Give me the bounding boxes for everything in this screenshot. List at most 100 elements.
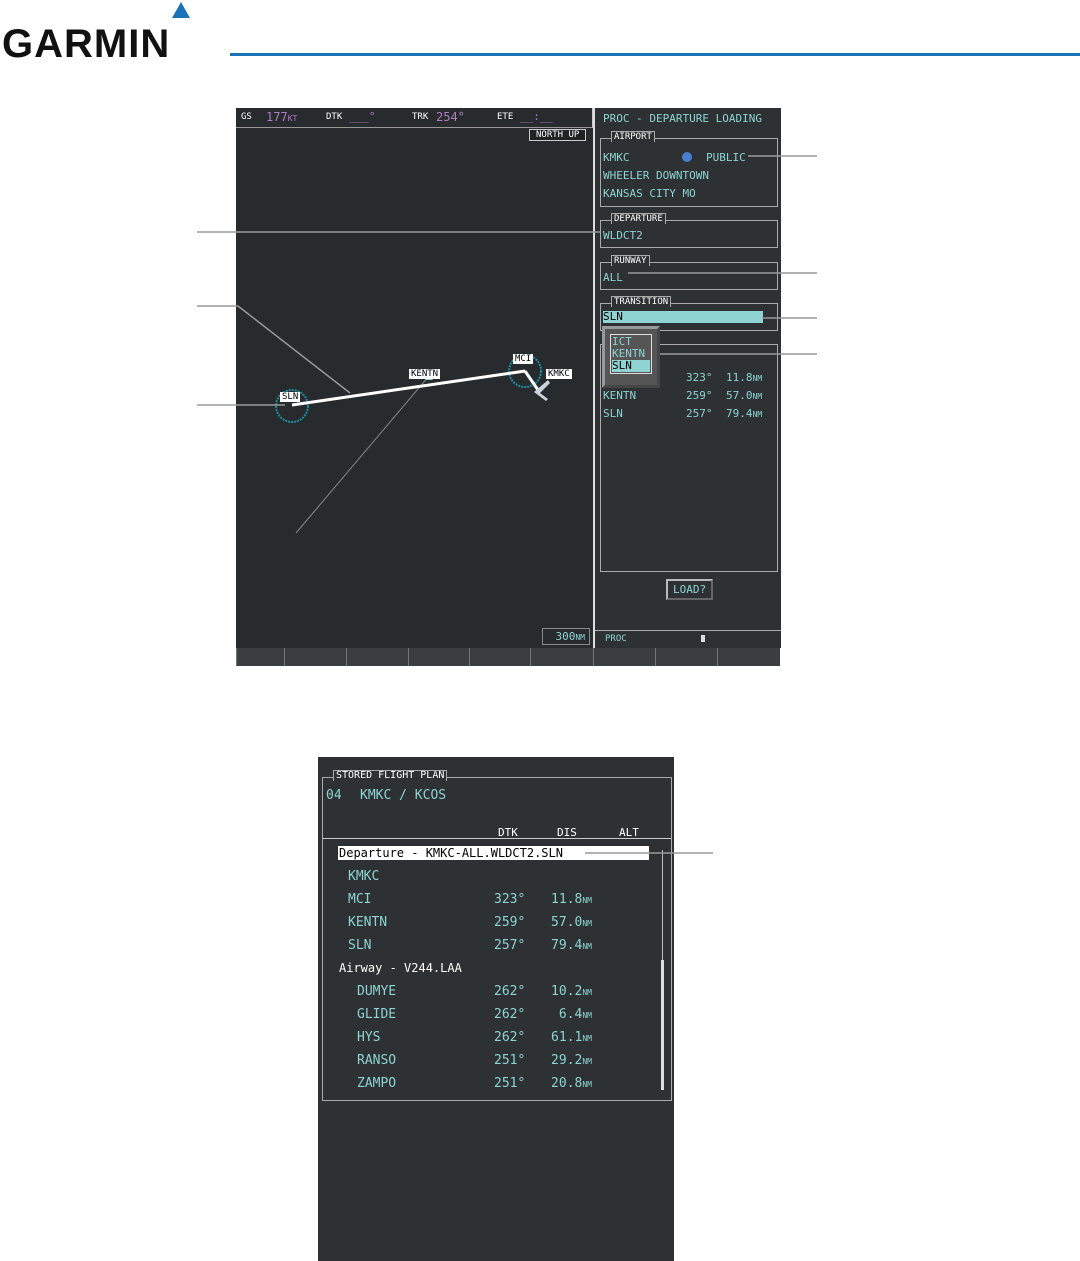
departure-value: WLDCT2: [603, 229, 643, 242]
flight-plan-leg: [291, 369, 526, 407]
flight-plan-leg: [523, 370, 540, 391]
leg-waypoint[interactable]: KMKC: [348, 869, 380, 884]
option-ict[interactable]: ICT: [612, 335, 632, 348]
transition-box[interactable]: TRANSITION SLN: [600, 296, 778, 331]
airport-city: KANSAS CITY MO: [603, 187, 696, 200]
divider: [595, 630, 781, 631]
page-indicator: [701, 635, 705, 642]
leg-dtk: 262°: [494, 984, 526, 999]
leg-dtk: 259°: [686, 389, 713, 402]
option-kentn[interactable]: KENTN: [612, 347, 646, 360]
leg-waypoint: KENTN: [603, 389, 637, 402]
ete-value: __:__: [520, 110, 554, 123]
softkey-5[interactable]: [469, 648, 530, 666]
leg-dtk: 262°: [494, 1030, 526, 1045]
option-sln[interactable]: SLN: [612, 360, 650, 372]
transition-value[interactable]: SLN: [603, 311, 763, 323]
header-rule: [230, 53, 1080, 56]
leg-dis: 79.4NM: [726, 407, 763, 420]
transition-dropdown[interactable]: ICT KENTN SLN: [602, 326, 660, 388]
runway-value: ALL: [603, 271, 623, 284]
leg-dtk: 251°: [494, 1076, 526, 1091]
softkey-6[interactable]: [530, 648, 593, 666]
leg-dis: 11.8NM: [726, 371, 763, 384]
map-canvas[interactable]: [236, 128, 592, 648]
runway-label: RUNWAY: [611, 255, 650, 266]
leg-waypoint[interactable]: KENTN: [348, 915, 388, 930]
softkey-8[interactable]: [655, 648, 717, 666]
public-airport-icon: [682, 152, 692, 162]
map-label-sln: SLN: [280, 392, 301, 402]
leg-dis: 11.8NM: [551, 892, 592, 907]
stored-title: STORED FLIGHT PLAN: [333, 770, 448, 781]
gs-value: 177KT: [266, 110, 298, 124]
leg-dis: 29.2NM: [551, 1053, 592, 1068]
trk-label: TRK: [412, 112, 429, 122]
north-up-indicator[interactable]: NORTH UP: [529, 129, 587, 141]
header-alt: ALT: [619, 826, 639, 839]
trk-value: 254°: [436, 110, 465, 124]
leg-waypoint[interactable]: RANSO: [357, 1053, 397, 1068]
load-button[interactable]: LOAD?: [666, 579, 714, 600]
stored-flight-plan-screen: STORED FLIGHT PLAN 04 KMKC / KCOS DTK DI…: [318, 757, 674, 1261]
airport-id: KMKC: [603, 151, 630, 164]
leg-waypoint[interactable]: DUMYE: [357, 984, 397, 999]
softkey-4[interactable]: [408, 648, 469, 666]
gs-label: GS: [241, 112, 252, 122]
airport-label: AIRPORT: [611, 131, 655, 142]
plan-number: 04: [326, 788, 342, 803]
leg-waypoint[interactable]: HYS: [357, 1030, 381, 1045]
logo-triangle-icon: [172, 2, 190, 18]
leg-dis: 61.1NM: [551, 1030, 592, 1045]
panel-title: PROC - DEPARTURE LOADING: [603, 112, 762, 125]
leg-dis: 57.0NM: [551, 915, 592, 930]
sequence-box: 323° 11.8NM KENTN 259° 57.0NM SLN 257° 7…: [600, 344, 778, 572]
softkey-1[interactable]: [236, 648, 284, 666]
airport-box[interactable]: AIRPORT KMKC PUBLIC WHEELER DOWNTOWN KAN…: [600, 131, 778, 207]
scrollbar-thumb[interactable]: [661, 960, 664, 1090]
procedure-panel: PROC - DEPARTURE LOADING AIRPORT KMKC PU…: [593, 108, 781, 648]
softkey-2[interactable]: [284, 648, 346, 666]
header-dis: DIS: [557, 826, 577, 839]
leg-waypoint: SLN: [603, 407, 623, 420]
leg-dis: 57.0NM: [726, 389, 763, 402]
airway-header[interactable]: Airway - V244.LAA: [339, 961, 462, 975]
sln-range-ring: [275, 389, 309, 423]
softkey-9[interactable]: [717, 648, 780, 666]
leg-waypoint[interactable]: ZAMPO: [357, 1076, 397, 1091]
map-label-mci: MCI: [513, 354, 534, 364]
mfd-screen: GS 177KT DTK ___° TRK 254° ETE __:__ NOR…: [236, 108, 781, 666]
top-bar: GS 177KT DTK ___° TRK 254° ETE __:__: [236, 108, 593, 128]
softkey-7[interactable]: [593, 648, 655, 666]
aircraft-icon: [534, 380, 550, 401]
leg-dtk: 262°: [494, 1007, 526, 1022]
runway-box[interactable]: RUNWAY ALL: [600, 255, 778, 290]
transition-label: TRANSITION: [611, 296, 672, 307]
dtk-label: DTK: [326, 112, 343, 122]
map-label-kmkc: KMKC: [546, 369, 572, 379]
garmin-logo: GARMIN: [2, 22, 171, 66]
departure-box[interactable]: DEPARTURE WLDCT2: [600, 213, 778, 248]
leg-dtk: 257°: [686, 407, 713, 420]
softkey-3[interactable]: [346, 648, 408, 666]
leg-dis: 6.4NM: [558, 1007, 592, 1022]
leg-dis: 10.2NM: [551, 984, 592, 999]
map-range[interactable]: 300NM: [542, 628, 590, 645]
page-group: PROC: [605, 634, 627, 644]
leg-dtk: 251°: [494, 1053, 526, 1068]
leg-waypoint[interactable]: MCI: [348, 892, 372, 907]
mci-range-ring: [508, 354, 542, 388]
ete-label: ETE: [497, 112, 514, 122]
header-dtk: DTK: [498, 826, 518, 839]
dtk-value: ___°: [349, 110, 376, 123]
flight-plan-box: STORED FLIGHT PLAN 04 KMKC / KCOS DTK DI…: [322, 770, 672, 1101]
leg-dtk: 323°: [686, 371, 713, 384]
leg-waypoint[interactable]: SLN: [348, 938, 372, 953]
leg-waypoint[interactable]: GLIDE: [357, 1007, 397, 1022]
departure-header[interactable]: Departure - KMKC-ALL.WLDCT2.SLN: [338, 846, 649, 860]
airport-name: WHEELER DOWNTOWN: [603, 169, 709, 182]
airport-type: PUBLIC: [706, 151, 746, 164]
leg-dtk: 259°: [494, 915, 526, 930]
plan-route: KMKC / KCOS: [360, 788, 447, 803]
